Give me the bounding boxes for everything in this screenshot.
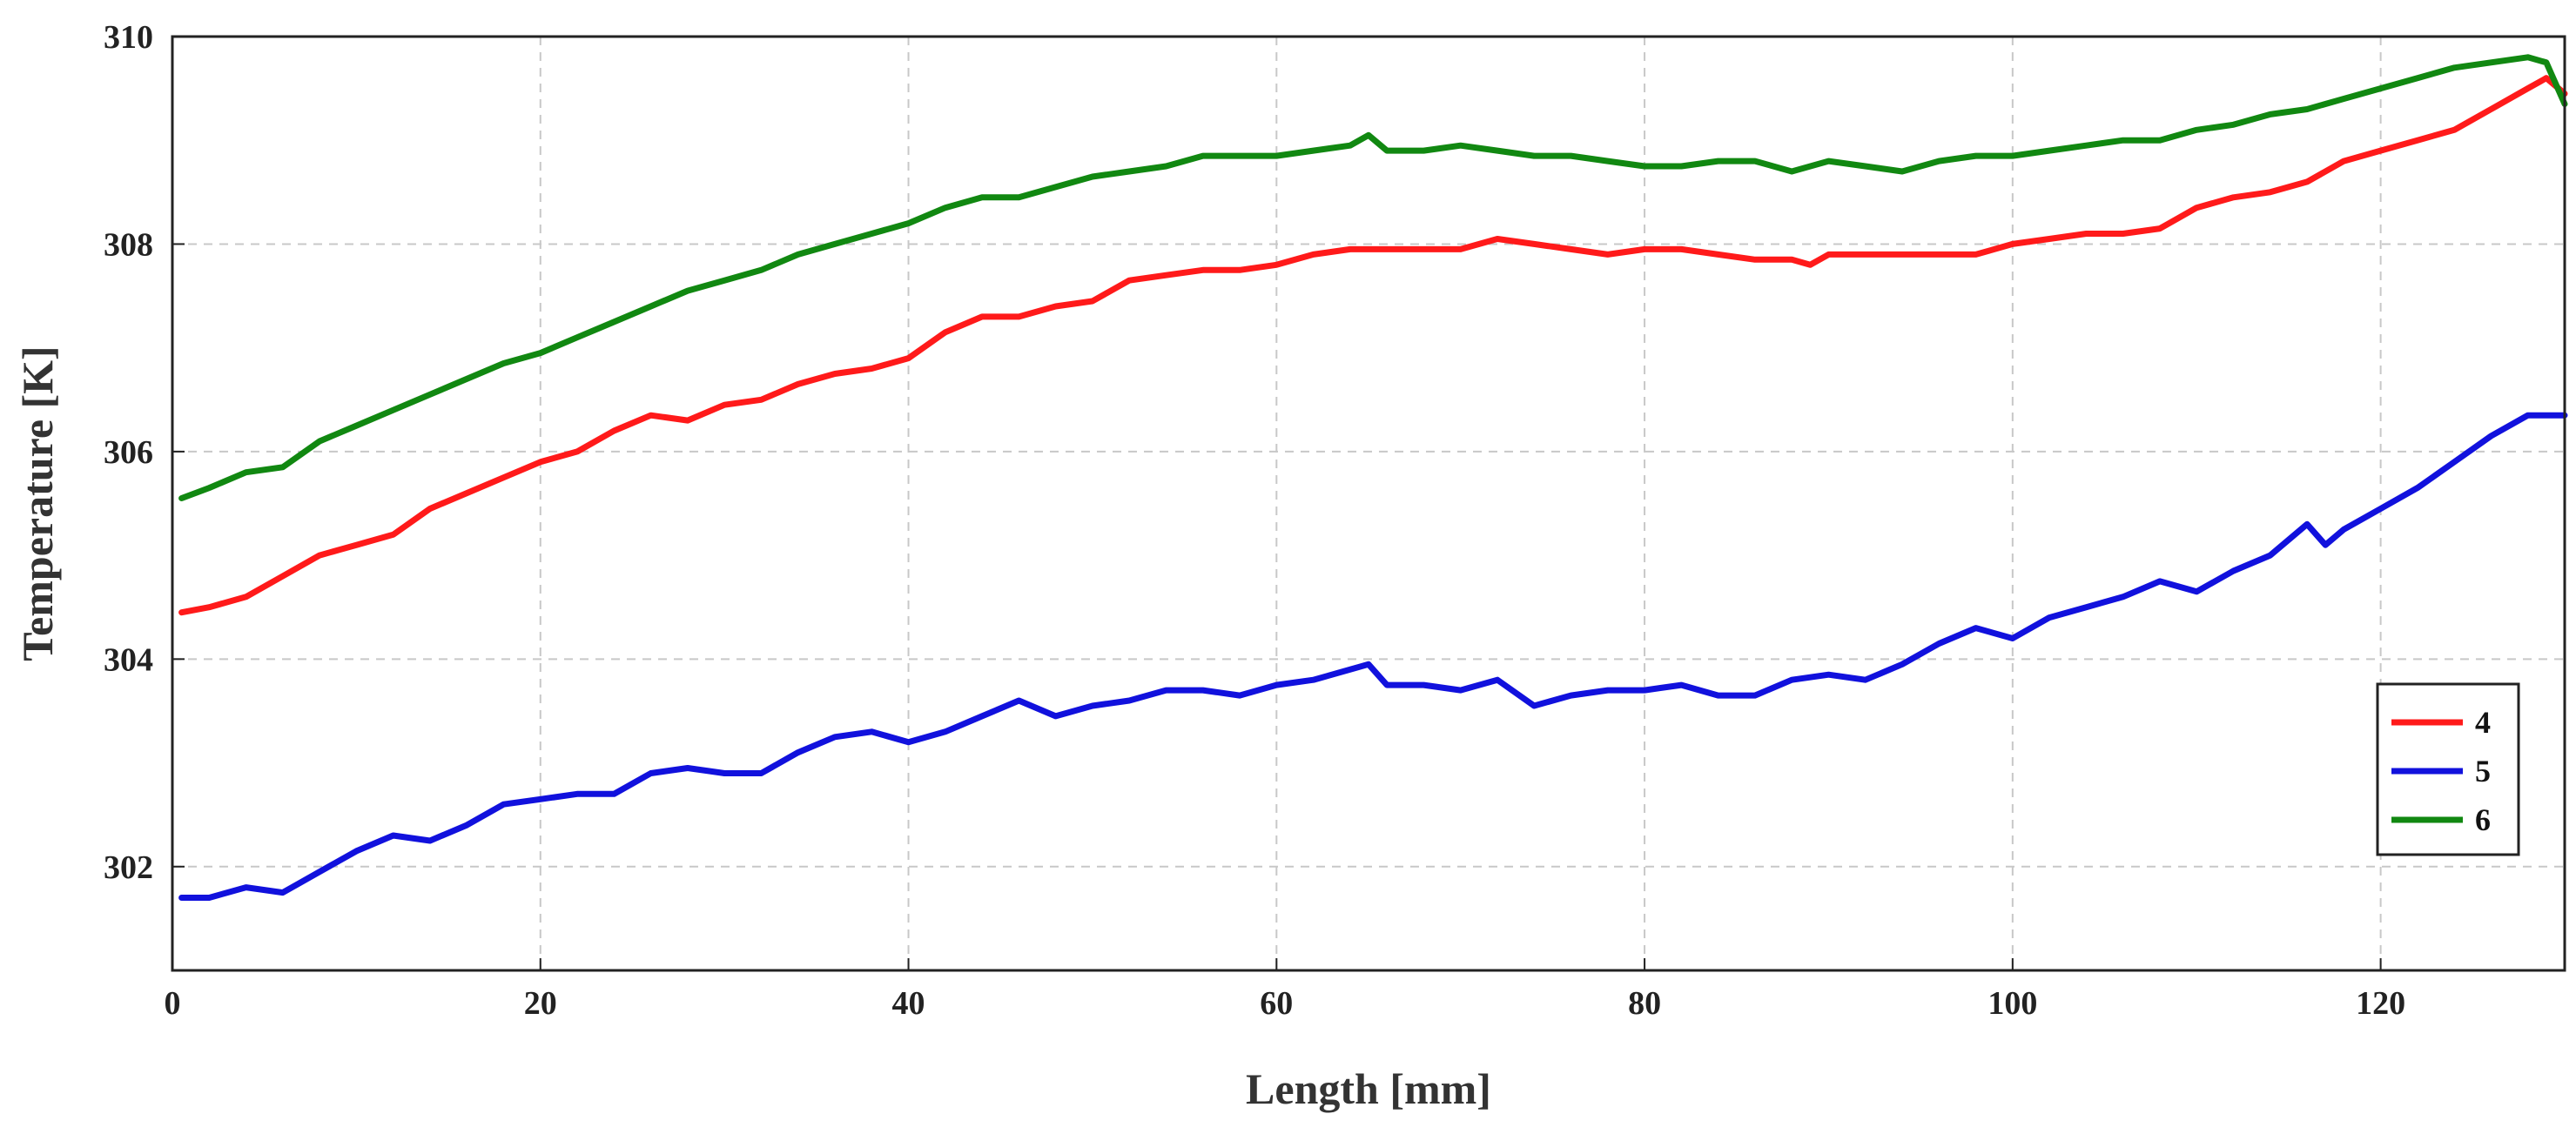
x-tick-label: 20 xyxy=(524,985,557,1022)
series-lines xyxy=(178,54,2568,901)
x-tick-label: 120 xyxy=(2356,985,2405,1022)
x-tick-label: 60 xyxy=(1260,985,1293,1022)
series-line-4 xyxy=(178,75,2568,616)
x-tick-label: 40 xyxy=(892,985,925,1022)
legend-label-5: 5 xyxy=(2475,754,2491,788)
legend: 4 5 6 xyxy=(2376,682,2520,856)
series-line-6 xyxy=(178,54,2568,501)
x-tick-label: 80 xyxy=(1628,985,1661,1022)
x-tick-label: 0 xyxy=(165,985,181,1022)
y-tick-label: 306 xyxy=(104,434,153,471)
plot-area-frame xyxy=(171,35,2566,972)
x-tick-label: 100 xyxy=(1987,985,2037,1022)
y-tick-label: 308 xyxy=(104,226,153,263)
series-line-5 xyxy=(178,412,2568,901)
axis-ticks: 0 20 40 60 80 100 120 302 304 306 308 310 xyxy=(104,19,2405,1022)
legend-label-6: 6 xyxy=(2475,802,2491,837)
legend-label-4: 4 xyxy=(2475,705,2491,740)
grid-lines xyxy=(172,37,2565,970)
x-axis-title: Length [mm] xyxy=(1246,1064,1491,1113)
y-tick-label: 304 xyxy=(104,641,153,678)
y-axis-title: Temperature [K] xyxy=(13,346,62,661)
y-tick-label: 302 xyxy=(104,849,153,886)
y-tick-label: 310 xyxy=(104,19,153,56)
